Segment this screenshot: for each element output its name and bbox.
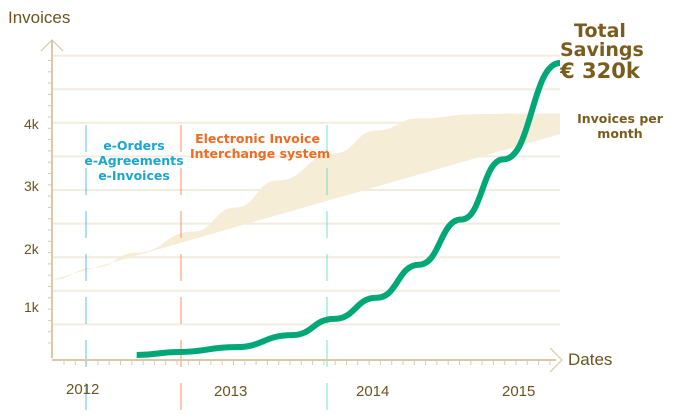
y-tick-1k: 1k bbox=[24, 299, 39, 315]
phase2-line: Interchange system bbox=[190, 146, 331, 161]
phase2-line: Electronic Invoice bbox=[195, 131, 320, 146]
phase1-line: e-Orders bbox=[103, 138, 165, 153]
invoices-per-month-band bbox=[52, 113, 560, 280]
savings-curve bbox=[136, 60, 561, 358]
y-axis-label: Invoices bbox=[8, 8, 71, 27]
savings-annotation: Total Savings € 320k bbox=[560, 20, 644, 83]
y-tick-2k: 2k bbox=[24, 241, 39, 257]
x-tick-2013: 2013 bbox=[214, 383, 248, 400]
savings-line: Savings bbox=[560, 39, 644, 61]
x-axis-arrow bbox=[549, 347, 563, 373]
band-label-line: month bbox=[597, 126, 643, 141]
savings-line: Total bbox=[574, 20, 626, 42]
y-axis-arrow bbox=[40, 39, 64, 52]
x-tick-2014: 2014 bbox=[356, 383, 390, 400]
phase2-annotation: Electronic Invoice Interchange system bbox=[190, 131, 331, 161]
x-tick-2015: 2015 bbox=[502, 383, 536, 400]
x-axis-label: Dates bbox=[568, 350, 613, 369]
y-tick-4k: 4k bbox=[24, 116, 39, 132]
savings-value: € 320k bbox=[560, 59, 640, 83]
band-label-line: Invoices per bbox=[577, 111, 663, 126]
band-annotation: Invoices per month bbox=[570, 111, 670, 141]
phase1-annotation: e-Orders e-Agreements e-Invoices bbox=[84, 138, 184, 183]
y-tick-3k: 3k bbox=[24, 178, 39, 194]
x-tick-2012: 2012 bbox=[66, 381, 100, 398]
phase1-line: e-Invoices bbox=[98, 168, 170, 183]
phase1-line: e-Agreements bbox=[84, 153, 184, 168]
